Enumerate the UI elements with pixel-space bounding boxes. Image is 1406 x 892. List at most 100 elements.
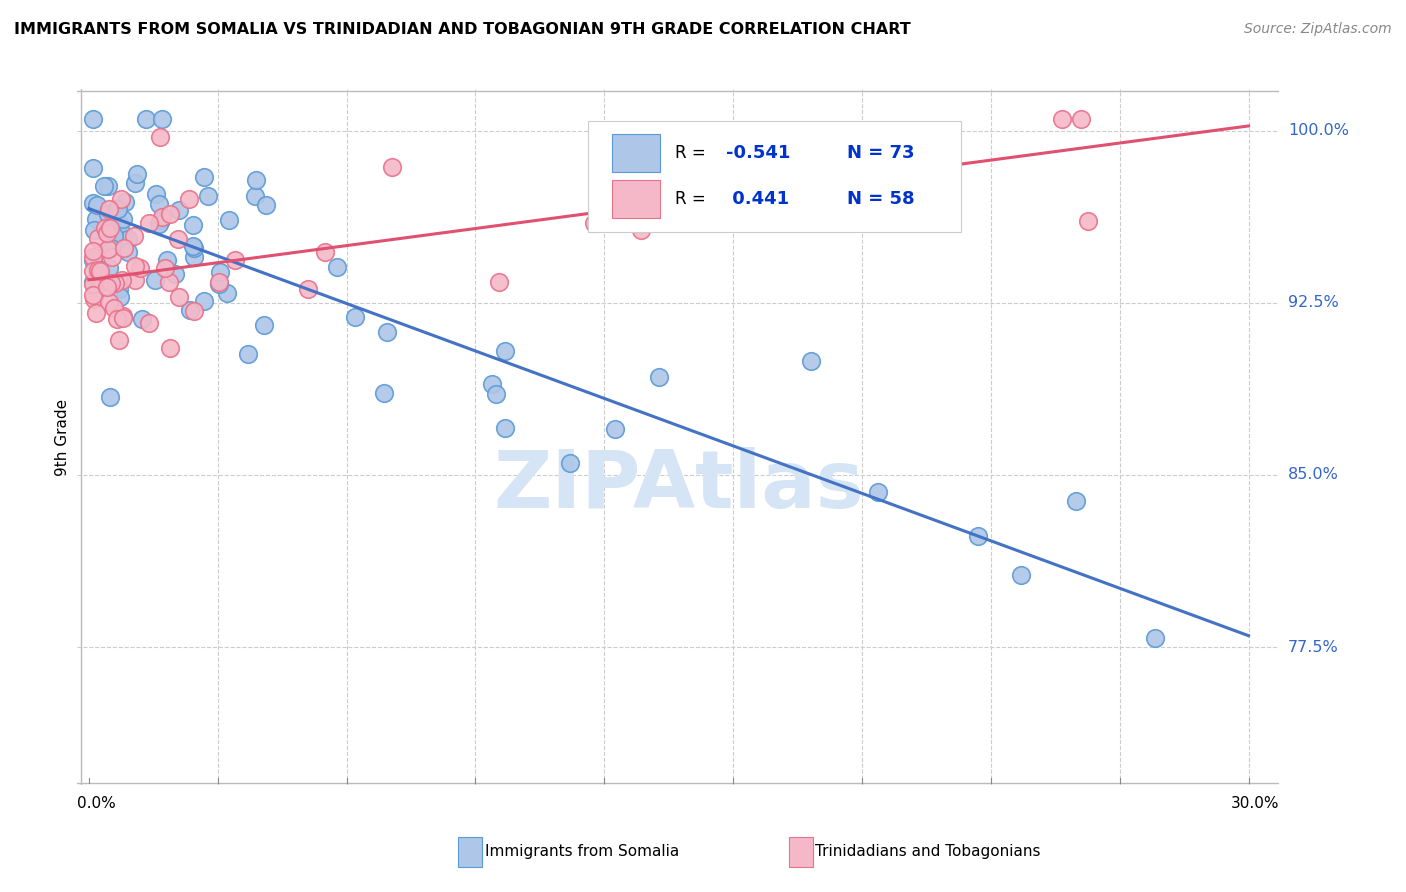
Point <box>108 282 131 296</box>
Point <box>648 370 671 384</box>
Point <box>82 288 104 302</box>
Text: Immigrants from Somalia: Immigrants from Somalia <box>485 845 679 859</box>
Point <box>145 187 167 202</box>
Point <box>138 216 160 230</box>
Point <box>218 212 240 227</box>
Point <box>148 218 170 232</box>
Point <box>135 112 157 126</box>
Point <box>150 210 173 224</box>
Point <box>150 112 173 126</box>
Point <box>101 219 124 234</box>
Point <box>1077 214 1099 228</box>
Text: N = 73: N = 73 <box>846 145 914 162</box>
Point <box>181 239 204 253</box>
Point <box>82 253 104 268</box>
Point <box>82 263 104 277</box>
Point <box>197 189 219 203</box>
Point <box>481 376 503 391</box>
Point <box>86 198 108 212</box>
Point <box>215 285 238 300</box>
Point <box>1010 568 1032 582</box>
Point <box>94 220 117 235</box>
Point <box>82 112 104 126</box>
Point <box>82 161 104 175</box>
Point <box>875 173 897 187</box>
Point <box>494 343 516 358</box>
Point <box>117 245 139 260</box>
Point <box>124 176 146 190</box>
Point <box>193 293 215 308</box>
FancyBboxPatch shape <box>612 134 661 172</box>
Text: ZIPAtlas: ZIPAtlas <box>494 447 863 524</box>
Point <box>131 312 153 326</box>
Point <box>558 456 581 470</box>
Point <box>138 316 160 330</box>
Point <box>153 261 176 276</box>
Text: N = 58: N = 58 <box>846 190 914 208</box>
Point <box>86 231 108 245</box>
Point <box>87 263 110 277</box>
Point <box>98 260 121 275</box>
Point <box>159 342 181 356</box>
Text: IMMIGRANTS FROM SOMALIA VS TRINIDADIAN AND TOBAGONIAN 9TH GRADE CORRELATION CHAR: IMMIGRANTS FROM SOMALIA VS TRINIDADIAN A… <box>14 22 911 37</box>
Point <box>111 310 134 324</box>
Point <box>800 354 823 368</box>
Point <box>149 213 172 227</box>
Point <box>326 260 349 274</box>
Point <box>381 160 404 174</box>
Text: 77.5%: 77.5% <box>1288 640 1339 655</box>
Point <box>89 264 111 278</box>
Point <box>1144 632 1167 646</box>
Point <box>97 242 120 256</box>
Point <box>375 325 398 339</box>
Point <box>112 227 135 242</box>
Point <box>103 229 125 244</box>
Point <box>100 221 122 235</box>
Point <box>583 216 606 230</box>
Point <box>101 250 124 264</box>
Point <box>603 422 626 436</box>
Text: 100.0%: 100.0% <box>1288 123 1348 138</box>
Point <box>159 207 181 221</box>
Point <box>314 245 336 260</box>
Point <box>100 241 122 255</box>
Point <box>111 211 134 226</box>
Point <box>1064 494 1087 508</box>
Text: R =: R = <box>675 190 711 208</box>
Point <box>494 421 516 435</box>
Point <box>245 173 267 187</box>
Point <box>343 310 366 324</box>
Point <box>98 202 121 216</box>
Point <box>98 390 121 404</box>
Point <box>1050 112 1073 126</box>
Point <box>112 241 135 255</box>
Point <box>83 223 105 237</box>
Point <box>169 202 191 217</box>
Point <box>104 202 127 216</box>
Text: 0.0%: 0.0% <box>77 797 117 812</box>
Point <box>243 189 266 203</box>
Point <box>163 267 186 281</box>
Text: 85.0%: 85.0% <box>1288 467 1339 483</box>
Point <box>105 312 128 326</box>
Point <box>111 273 134 287</box>
Point <box>183 241 205 255</box>
Y-axis label: 9th Grade: 9th Grade <box>55 399 70 475</box>
Point <box>145 273 167 287</box>
Text: Source: ZipAtlas.com: Source: ZipAtlas.com <box>1244 22 1392 37</box>
Point <box>156 253 179 268</box>
Point <box>181 218 204 232</box>
Point <box>373 385 395 400</box>
Point <box>84 306 107 320</box>
Point <box>108 290 131 304</box>
Point <box>83 292 105 306</box>
Point <box>208 275 231 289</box>
Point <box>254 198 277 212</box>
Point <box>82 244 104 259</box>
Point <box>208 277 231 291</box>
Point <box>110 192 132 206</box>
Point <box>179 302 201 317</box>
Point <box>114 195 136 210</box>
Point <box>82 275 104 289</box>
Point <box>193 169 215 184</box>
